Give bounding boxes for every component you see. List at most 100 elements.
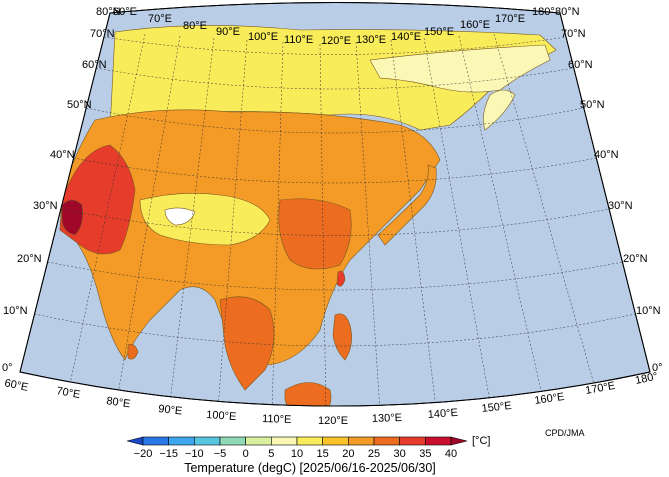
land-tibet-core — [164, 207, 196, 226]
land-china-east — [278, 198, 352, 270]
latitude-line — [34, 313, 636, 347]
colorbar-tick-label: −5 — [214, 448, 227, 460]
map-frame — [19, 2, 651, 407]
colorbar-tick-label: 20 — [342, 448, 354, 460]
colorbar-segment — [425, 436, 452, 446]
longitude-labels-top: 60°E 70°E 80°E 90°E 100°E 110°E 120°E 13… — [113, 6, 555, 47]
colorbar-segment — [450, 436, 468, 446]
colorbar-segment — [271, 436, 298, 446]
colorbar-tick-label: −15 — [159, 448, 178, 460]
longitude-line — [271, 41, 284, 406]
lon-label-top: 110°E — [284, 34, 313, 46]
colorbar-segment — [194, 436, 221, 446]
land-philippines — [332, 313, 352, 361]
land-hot-west — [59, 144, 136, 255]
lon-label-top: 90°E — [216, 26, 240, 38]
longitude-line — [217, 39, 248, 406]
lat-label-right: 40°N — [594, 149, 619, 161]
colorbar-labels: −20 −15 −10 −5 0 5 10 15 20 25 30 35 40 — [134, 448, 457, 460]
colorbar-tick-label: 30 — [394, 448, 406, 460]
lon-label-top: 70°E — [148, 13, 172, 25]
land-sri-lanka — [127, 344, 139, 360]
lon-label-bottom: 100°E — [206, 409, 237, 423]
land-japan — [377, 164, 437, 246]
lat-label-left: 10°N — [3, 305, 28, 317]
colorbar-segment — [126, 436, 144, 446]
lat-label-left: 60°N — [82, 59, 107, 71]
lon-label-bottom: 60°E — [3, 377, 29, 394]
latitude-labels-right: 0° 10°N 20°N 30°N 40°N 50°N 60°N 70°N 80… — [555, 6, 663, 374]
colorbar-segment — [219, 436, 246, 446]
latitude-line — [73, 157, 597, 184]
colorbar-segment — [245, 436, 272, 446]
lat-label-left: 40°N — [50, 149, 75, 161]
lon-label-top: 80°E — [183, 20, 207, 32]
longitude-line — [319, 43, 327, 406]
lon-label-bottom: 120°E — [318, 415, 348, 427]
lon-label-bottom: 180° — [634, 370, 659, 386]
land-borneo — [284, 382, 332, 406]
lat-label-left: 20°N — [17, 253, 42, 265]
lat-label-right: 30°N — [608, 200, 633, 212]
colorbar-tick-label: 25 — [368, 448, 380, 460]
lat-label-right: 50°N — [580, 99, 605, 111]
lat-label-left: 50°N — [67, 99, 92, 111]
lon-label-top: 150°E — [424, 26, 454, 38]
credit-label: CPD/JMA — [545, 428, 585, 438]
lat-label-right: 20°N — [623, 253, 648, 265]
land-tibet — [139, 193, 271, 246]
lon-label-top: 120°E — [321, 35, 351, 47]
lon-label-top: 170°E — [495, 13, 525, 25]
lat-label-left: 0° — [2, 362, 13, 374]
lat-label-right: 0° — [652, 362, 663, 374]
longitude-line — [117, 35, 181, 395]
land-hottest — [61, 199, 83, 236]
longitude-line — [493, 33, 595, 385]
land-temperature — [59, 25, 557, 406]
longitude-line — [458, 35, 543, 395]
colorbar-segment — [322, 436, 349, 446]
lon-label-bottom: 130°E — [372, 412, 402, 425]
colorbar-tick-label: 5 — [268, 448, 274, 460]
latitude-line — [47, 261, 623, 291]
latitude-line — [60, 208, 610, 236]
colorbar-tick-label: 0 — [243, 448, 249, 460]
colorbar-segment — [348, 436, 375, 446]
latitude-line — [85, 107, 585, 134]
land-kamchatka — [483, 89, 516, 131]
lon-label-bottom: 110°E — [262, 413, 292, 426]
lon-label-bottom: 80°E — [106, 395, 131, 410]
lon-label-top: 160°E — [460, 19, 490, 31]
lon-label-top: 140°E — [391, 31, 421, 43]
lon-label-bottom: 140°E — [427, 407, 458, 421]
lat-label-right: 60°N — [568, 59, 593, 71]
lon-label-bottom: 170°E — [584, 380, 616, 397]
longitude-labels-bottom: 60°E 70°E 80°E 90°E 100°E 110°E 120°E 13… — [3, 370, 659, 427]
lon-label-bottom: 150°E — [481, 400, 512, 415]
longitude-line — [390, 39, 437, 406]
lat-label-right: 80°N — [555, 6, 580, 18]
colorbar-tick-label: 40 — [445, 448, 457, 460]
lat-label-left: 70°N — [90, 28, 115, 40]
colorbar-segment — [168, 436, 195, 446]
latitude-line — [103, 36, 567, 55]
colorbar — [126, 436, 468, 446]
lat-label-left: 80°N — [96, 6, 121, 18]
colorbar-segment — [399, 436, 426, 446]
lat-label-right: 70°N — [561, 28, 586, 40]
lon-label-top: 100°E — [248, 31, 278, 43]
colorbar-tick-label: −10 — [185, 448, 204, 460]
colorbar-segment — [142, 436, 169, 446]
lon-label-bottom: 160°E — [534, 391, 565, 407]
longitude-line — [423, 37, 491, 403]
lat-label-left: 30°N — [33, 200, 58, 212]
colorbar-title: Temperature (degC) [2025/06/16-2025/06/3… — [184, 461, 436, 475]
colorbar-unit: [°C] — [472, 435, 490, 447]
lon-label-bottom: 90°E — [158, 403, 183, 417]
land-taiwan — [336, 270, 346, 287]
lon-label-bottom: 70°E — [55, 385, 81, 401]
lat-label-right: 10°N — [636, 305, 661, 317]
longitude-line — [169, 37, 215, 403]
latitude-line — [95, 67, 575, 90]
